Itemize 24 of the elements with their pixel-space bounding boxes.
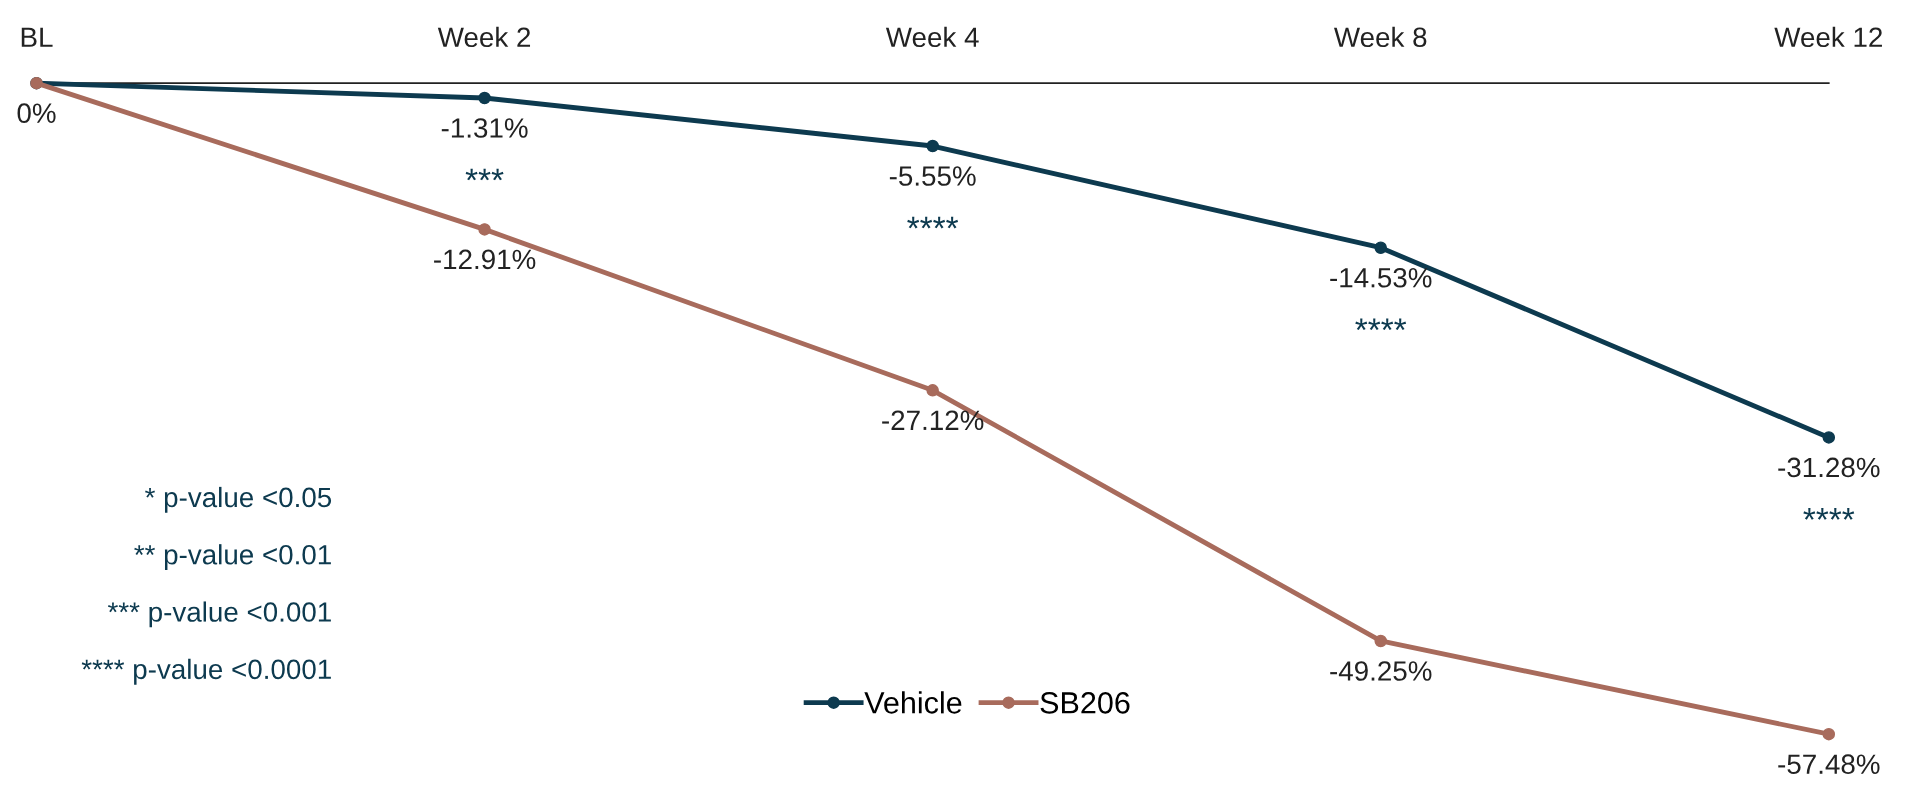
data-label: -1.31% — [441, 118, 528, 138]
data-label: -12.91% — [434, 249, 536, 270]
x-tick-label: Week 4 — [885, 26, 979, 48]
annotation: ** p-value <0.01 — [134, 544, 331, 571]
x-tick-label: Week 8 — [1334, 26, 1427, 48]
legend-label: SB206 — [1040, 692, 1130, 714]
data-label: -14.53% — [1330, 267, 1432, 288]
data-label: -57.48% — [1778, 754, 1880, 775]
data-label: -31.28% — [1778, 457, 1880, 478]
data-label: -5.55% — [889, 166, 976, 186]
data-label: 0% — [17, 103, 56, 124]
x-tick-label: Week 2 — [437, 26, 531, 48]
data-label: -49.25% — [1330, 661, 1432, 681]
annotation: **** — [1803, 508, 1855, 520]
annotation: * p-value <0.05 — [145, 486, 332, 513]
annotation: **** — [907, 216, 959, 229]
annotation: *** p-value <0.001 — [107, 601, 331, 628]
annotation: **** — [1355, 318, 1407, 331]
data-label: -27.12% — [882, 410, 984, 431]
annotation: **** p-value <0.0001 — [81, 658, 331, 685]
x-tick-label: BL — [21, 27, 53, 47]
x-tick-label: Week 12 — [1774, 26, 1882, 48]
legend-label: Vehicle — [864, 691, 962, 714]
annotation: *** — [465, 168, 504, 181]
